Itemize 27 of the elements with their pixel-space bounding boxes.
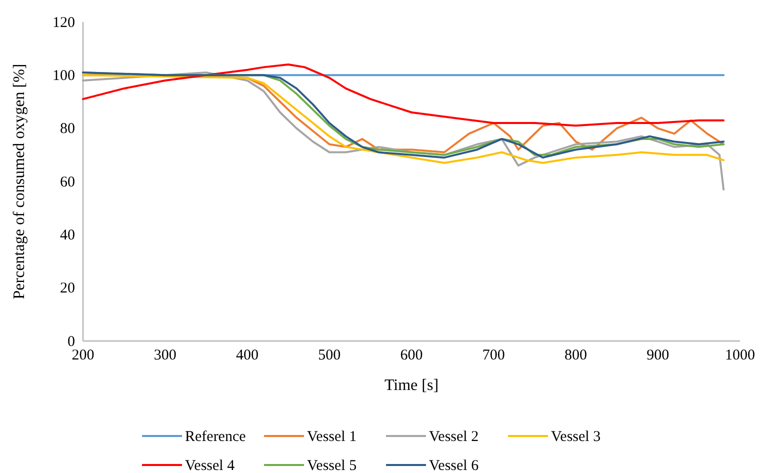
x-axis-title: Time [s] (384, 377, 439, 394)
legend-label: Reference (185, 429, 246, 445)
legend-label: Vessel 2 (429, 429, 479, 445)
x-tick-label: 900 (646, 348, 670, 364)
legend-label: Vessel 5 (307, 458, 357, 473)
x-tick-label: 1000 (725, 348, 755, 364)
legend-label: Vessel 1 (307, 429, 357, 445)
legend-label: Vessel 4 (185, 458, 236, 473)
x-tick-label: 500 (318, 348, 341, 364)
y-tick-label: 100 (52, 68, 75, 84)
y-tick-label: 40 (60, 227, 75, 244)
y-tick-label: 80 (60, 121, 75, 138)
x-tick-label: 200 (72, 348, 94, 364)
x-tick-label: 400 (236, 348, 258, 364)
y-tick-label: 120 (52, 14, 75, 31)
y-tick-label: 20 (60, 280, 75, 297)
y-tick-label: 60 (60, 174, 75, 190)
y-axis-title: Percentage of consumed oxygen [%] (11, 64, 28, 300)
x-tick-label: 800 (564, 348, 587, 364)
line-series (82, 64, 725, 127)
x-tick-label: 700 (482, 348, 505, 364)
line-series (82, 72, 725, 190)
x-tick-label: 600 (400, 348, 423, 364)
legend-label: Vessel 6 (429, 458, 480, 473)
y-tick-label: 0 (68, 334, 75, 350)
legend-label: Vessel 3 (551, 429, 601, 445)
x-tick-label: 300 (154, 348, 176, 364)
